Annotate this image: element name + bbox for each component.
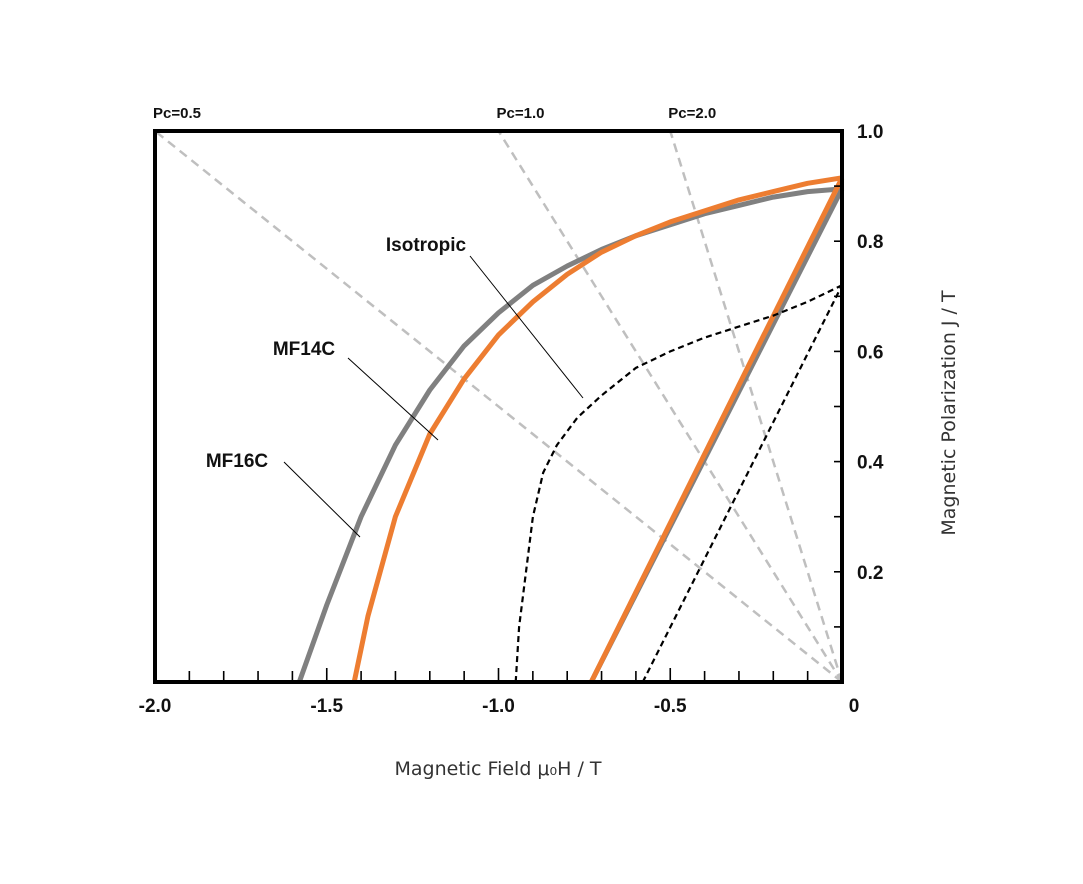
annotation-leader-mf14c	[347, 357, 439, 441]
x-tick-label: -1.0	[482, 696, 515, 717]
load-line-label-pc-0-5: Pc=0.5	[153, 105, 201, 122]
labels-group: Pc=0.5 Pc=1.0 Pc=2.0 MF16C MF14C Isotropic -2.…	[139, 105, 884, 717]
y-tick-label: 0.8	[857, 232, 883, 253]
curves-group	[296, 175, 845, 684]
curve-b-mf14c	[589, 176, 845, 684]
axis-ticks-group	[188, 185, 842, 682]
annotation-leaders-group	[283, 255, 584, 538]
y-tick-label: 0.6	[857, 342, 883, 363]
load-line-pc-2-0	[669, 130, 844, 683]
x-tick-label: -0.5	[654, 696, 687, 717]
annotation-leader-isotropic	[469, 255, 584, 399]
load-line-pc-0-5	[154, 130, 843, 683]
x-axis-title: Magnetic Field μ₀H / T	[394, 758, 601, 780]
annotation-label-isotropic: Isotropic	[386, 235, 467, 256]
curve-b-isotropic	[641, 284, 843, 683]
x-tick-label: 0	[849, 696, 860, 717]
y-tick-label: 1.0	[857, 122, 883, 143]
load-lines-group	[154, 130, 844, 683]
annotation-label-mf14c: MF14C	[273, 339, 336, 360]
y-tick-label: 0.2	[857, 563, 883, 584]
annotation-leader-mf16c	[283, 461, 361, 538]
load-line-label-pc-2-0: Pc=2.0	[668, 105, 716, 122]
load-line-pc-1-0	[497, 130, 844, 683]
y-tick-label: 0.4	[857, 453, 884, 474]
curve-j-isotropic	[514, 284, 843, 683]
load-line-label-pc-1-0: Pc=1.0	[497, 105, 545, 122]
y-axis-title: Magnetic Polarization J / T	[938, 290, 960, 536]
curve-j-mf16c	[296, 186, 843, 683]
x-tick-label: -1.5	[310, 696, 343, 717]
annotation-label-mf16c: MF16C	[206, 451, 269, 472]
x-tick-label: -2.0	[139, 696, 172, 717]
curve-j-mf14c	[351, 175, 843, 683]
